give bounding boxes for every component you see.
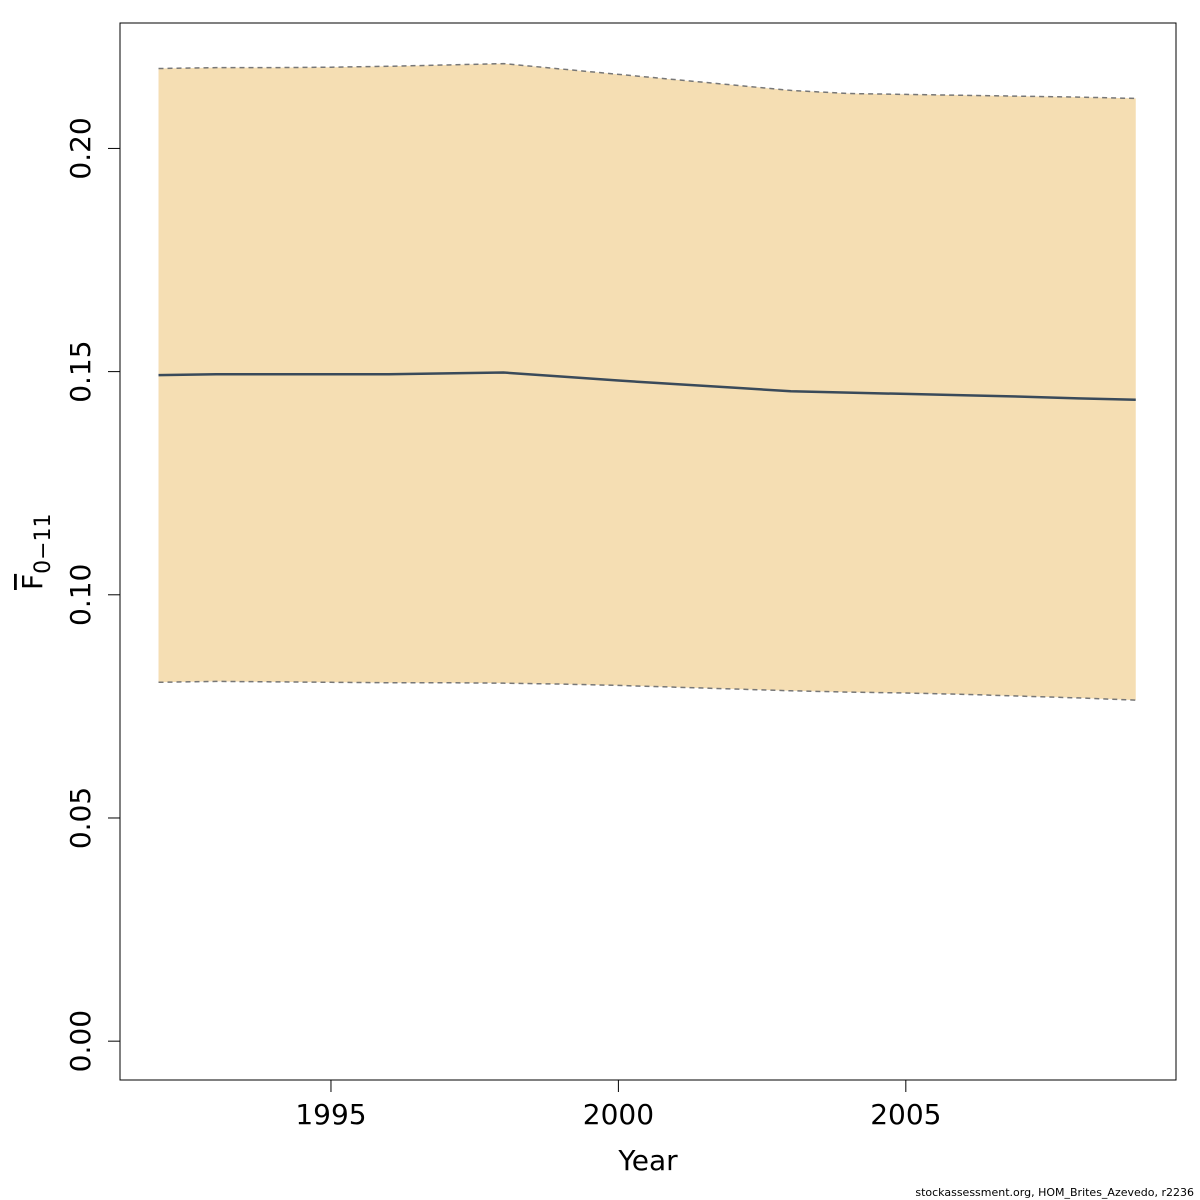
plot-area bbox=[158, 62, 1136, 701]
y-axis-label-main: F bbox=[16, 574, 49, 590]
series-line bbox=[158, 371, 1136, 401]
band-upper-line bbox=[158, 62, 1136, 100]
footer: stockassessment.org, HOM_Brites_Azevedo,… bbox=[915, 1186, 1194, 1199]
x-tick-label: 2005 bbox=[870, 1098, 941, 1131]
y-tick-label: 0.05 bbox=[64, 787, 97, 849]
y-axis-label: F0−11 bbox=[16, 513, 56, 590]
y-tick-label: 0.20 bbox=[64, 117, 97, 179]
y-axis-label-subscript: 0−11 bbox=[31, 513, 56, 573]
y-tick-label: 0.15 bbox=[64, 340, 97, 402]
y-tick-label: 0.00 bbox=[64, 1010, 97, 1072]
x-axis-label: Year bbox=[617, 1144, 678, 1177]
x-tick-label: 1995 bbox=[295, 1098, 366, 1131]
x-tick-label: 2000 bbox=[583, 1098, 654, 1131]
plot-frame bbox=[119, 22, 1177, 1081]
band-lower-line bbox=[158, 680, 1136, 701]
y-tick-label: 0.10 bbox=[64, 564, 97, 626]
